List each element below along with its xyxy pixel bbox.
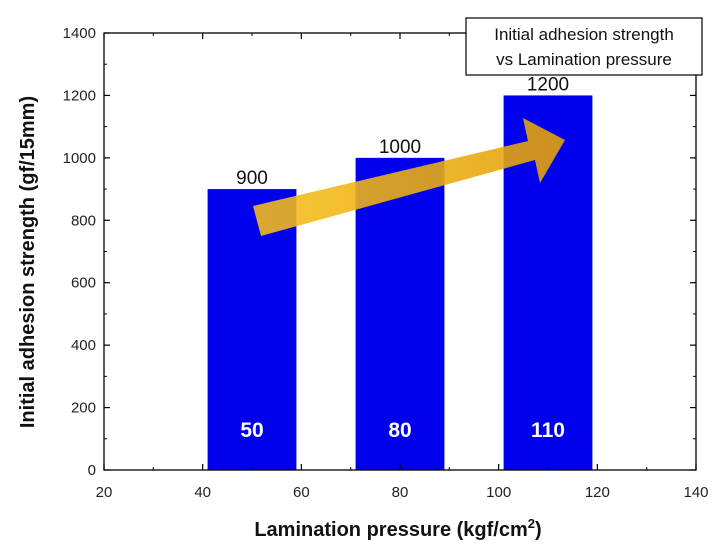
x-tick-label: 40 [194, 484, 211, 501]
bar-category-label: 110 [531, 419, 565, 442]
y-tick-label: 400 [71, 337, 96, 354]
x-tick-label: 60 [293, 484, 310, 501]
title-line-1: Initial adhesion strength [494, 25, 674, 44]
title-box-frame [465, 17, 703, 76]
bar-50 [207, 189, 297, 471]
x-tick-label: 120 [585, 484, 610, 501]
x-tick-label: 80 [392, 484, 409, 501]
x-axis-title-main: Lamination pressure (kgf/cm [254, 519, 527, 541]
y-tick-label: 1400 [63, 25, 96, 42]
y-tick-label: 1000 [63, 150, 96, 167]
x-tick-label: 20 [96, 484, 113, 501]
x-tick-label: 140 [683, 484, 708, 501]
in-bar-category-labels: 50 80 110 [240, 419, 565, 442]
bar-category-label: 80 [388, 419, 411, 442]
y-axis-ticks: 0 200 400 600 800 1000 1200 1400 [63, 25, 696, 479]
title-line-2: vs Lamination pressure [496, 50, 672, 69]
y-tick-label: 1200 [63, 87, 96, 104]
x-axis-title-suffix: ) [535, 519, 542, 541]
y-tick-label: 600 [71, 275, 96, 292]
chart-title-box: Initial adhesion strength vs Lamination … [465, 17, 703, 76]
x-axis-title: Lamination pressure (kgf/cm2) [254, 516, 541, 541]
bar-value-labels: 900 1000 1200 [236, 74, 569, 189]
y-axis-title: Initial adhesion strength (gf/15mm) [17, 96, 39, 428]
y-tick-label: 0 [88, 462, 96, 479]
y-tick-label: 200 [71, 400, 96, 417]
x-axis-title-superscript: 2 [528, 516, 535, 531]
bar-value-label: 1000 [379, 137, 421, 158]
y-tick-label: 800 [71, 212, 96, 229]
bar-category-label: 50 [240, 419, 263, 442]
trend-arrow [253, 118, 565, 236]
x-axis-ticks: 20 40 60 80 100 120 140 [96, 33, 709, 501]
bar-value-label: 900 [236, 168, 268, 189]
bar-80 [355, 157, 445, 470]
x-tick-label: 100 [486, 484, 511, 501]
bar-value-label: 1200 [527, 74, 569, 95]
